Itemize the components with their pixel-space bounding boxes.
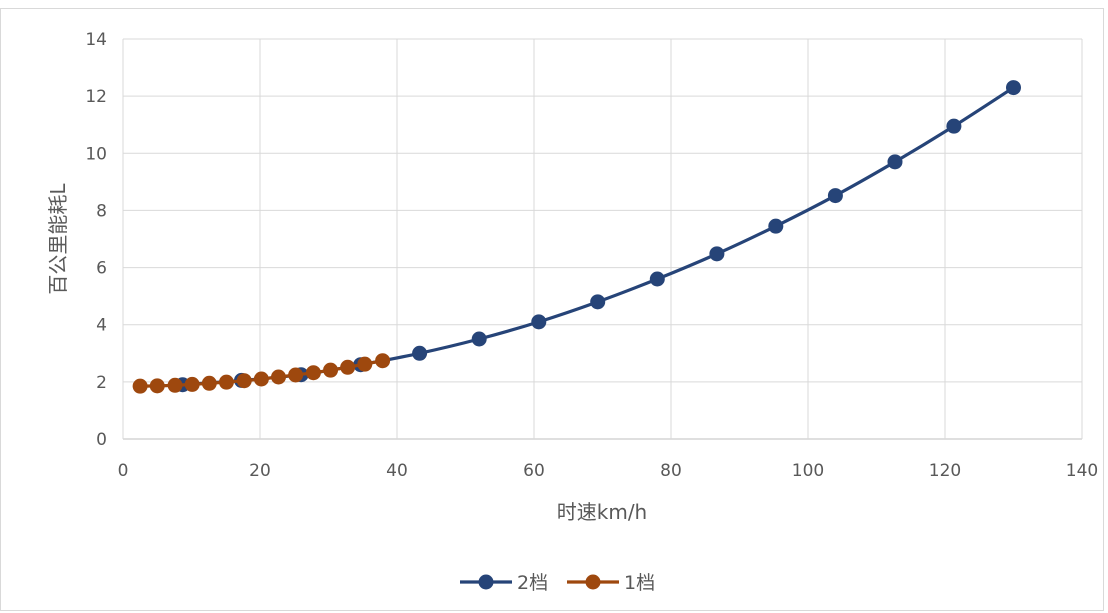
data-point bbox=[201, 375, 217, 391]
y-tick-label: 4 bbox=[96, 316, 107, 336]
x-tick-label: 100 bbox=[792, 461, 824, 481]
data-point bbox=[827, 188, 843, 204]
series-gear-1 bbox=[132, 353, 391, 394]
y-tick-label: 8 bbox=[96, 201, 107, 221]
data-point bbox=[649, 271, 665, 287]
data-point bbox=[184, 376, 200, 392]
legend: 2档 1档 bbox=[460, 572, 655, 594]
chart-frame bbox=[0, 8, 1104, 611]
data-point bbox=[375, 353, 391, 369]
data-point bbox=[236, 373, 252, 389]
x-tick-label: 0 bbox=[118, 461, 129, 481]
y-tick-label: 12 bbox=[85, 87, 107, 107]
x-tick-label: 20 bbox=[249, 461, 271, 481]
data-point bbox=[340, 359, 356, 375]
x-tick-label: 120 bbox=[929, 461, 961, 481]
data-point bbox=[132, 378, 148, 394]
data-point bbox=[288, 367, 304, 383]
x-tick-label: 80 bbox=[660, 461, 682, 481]
y-tick-labels: 0 2 4 6 8 10 12 14 bbox=[85, 30, 107, 450]
data-point bbox=[768, 218, 784, 234]
series-gear-2 bbox=[175, 80, 1021, 393]
legend-marker bbox=[478, 574, 494, 590]
data-point bbox=[471, 331, 487, 347]
data-point bbox=[167, 377, 183, 393]
data-point bbox=[887, 154, 903, 170]
data-point bbox=[412, 345, 428, 361]
x-tick-label: 40 bbox=[386, 461, 408, 481]
data-point bbox=[270, 369, 286, 385]
x-tick-labels: 0 20 40 60 80 100 120 140 bbox=[118, 461, 1099, 481]
legend-marker bbox=[585, 574, 601, 590]
data-point bbox=[1006, 80, 1021, 96]
data-point bbox=[218, 374, 234, 390]
legend-label: 1档 bbox=[624, 572, 655, 594]
data-point bbox=[357, 356, 373, 372]
x-axis-title: 时速km/h bbox=[557, 500, 647, 524]
y-tick-label: 0 bbox=[96, 430, 107, 450]
data-point bbox=[531, 314, 547, 330]
x-tick-label: 140 bbox=[1066, 461, 1098, 481]
data-point bbox=[149, 378, 165, 394]
data-point bbox=[253, 371, 269, 387]
data-point bbox=[590, 294, 606, 310]
y-tick-label: 6 bbox=[96, 259, 107, 279]
series-group bbox=[132, 80, 1021, 394]
x-tick-label: 60 bbox=[523, 461, 545, 481]
legend-item: 1档 bbox=[567, 572, 655, 594]
data-point bbox=[305, 365, 321, 381]
y-tick-label: 2 bbox=[96, 373, 107, 393]
y-tick-label: 10 bbox=[85, 144, 107, 164]
legend-item: 2档 bbox=[460, 572, 548, 594]
legend-label: 2档 bbox=[517, 572, 548, 594]
data-point bbox=[709, 246, 725, 262]
data-point bbox=[323, 362, 339, 378]
y-tick-label: 14 bbox=[85, 30, 107, 50]
series-line bbox=[182, 86, 1015, 387]
data-point bbox=[946, 118, 962, 134]
y-axis-title: 百公里能耗L bbox=[46, 183, 70, 295]
